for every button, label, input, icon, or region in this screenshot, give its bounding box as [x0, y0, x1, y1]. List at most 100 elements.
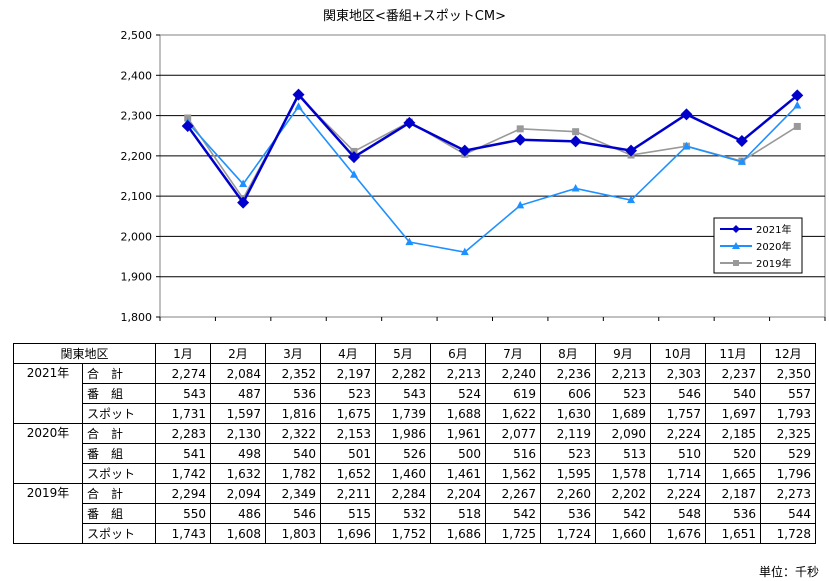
table-row: 2019年合 計 2,294 2,094 2,349 2,211 2,284 2,204 2,…	[13, 483, 816, 544]
data-point	[347, 151, 360, 164]
table-cell: 1,731	[155, 403, 211, 424]
table-cell: 500	[430, 443, 486, 464]
table-cell: 541	[155, 443, 211, 464]
data-point	[680, 108, 693, 121]
data-point	[239, 179, 248, 188]
table-cell: 536	[540, 503, 596, 524]
table-cell: 2,260	[540, 483, 596, 504]
month-header: 4月	[320, 343, 376, 364]
table-cell: 540	[705, 383, 761, 404]
table-cell: 2,325	[760, 423, 816, 444]
table-cell: 2,119	[540, 423, 596, 444]
table-cell: 2,090	[595, 423, 651, 444]
data-point	[571, 183, 580, 192]
y-tick-label: 2,000	[121, 230, 153, 243]
row-label: 番 組	[82, 443, 156, 464]
series-line-0	[186, 92, 799, 205]
table-cell: 543	[155, 383, 211, 404]
table-cell: 2,284	[375, 483, 431, 504]
data-point	[516, 125, 524, 133]
table-cell: 1,562	[485, 463, 541, 484]
legend-marker	[732, 225, 740, 233]
table-cell: 1,986	[375, 423, 431, 444]
table-row: 2021年合 計 2,274 2,084 2,352 2,197 2,282 2,213 2,…	[13, 363, 816, 424]
legend-label: 2020年	[756, 240, 791, 253]
table-cell: 548	[650, 503, 706, 524]
table-cell: 487	[210, 383, 266, 404]
month-header: 2月	[210, 343, 266, 364]
table-cell: 2,202	[595, 483, 651, 504]
y-tick-label: 1,900	[121, 271, 153, 284]
table-cell: 2,211	[320, 483, 376, 504]
table-cell: 540	[265, 443, 321, 464]
row-label: 番 組	[82, 503, 156, 524]
data-point	[569, 135, 582, 148]
data-point	[682, 141, 691, 150]
table-cell: 1,578	[595, 463, 651, 484]
month-header: 5月	[375, 343, 431, 364]
row-label: スポット	[82, 403, 156, 424]
data-point	[627, 195, 636, 204]
data-point	[349, 170, 358, 178]
table-cell: 510	[650, 443, 706, 464]
table-cell: 1,652	[320, 463, 376, 484]
line-chart: 1,800 1,900 2,000 2,100 2,200 2,300 2,400 2,500…	[121, 29, 826, 324]
data-point	[793, 101, 802, 109]
table-cell: 2,204	[430, 483, 486, 504]
table-row: 2020年合 計 2,283 2,130 2,322 2,153 1,986 1,961 2,…	[13, 423, 816, 484]
row-label: 合 計	[82, 423, 156, 444]
data-point	[516, 200, 525, 209]
table-cell: 546	[650, 383, 706, 404]
month-header: 12月	[760, 343, 816, 364]
table-cell: 542	[595, 503, 651, 524]
table-cell: 486	[210, 503, 266, 524]
table-cell: 2,236	[540, 363, 596, 384]
data-point	[793, 122, 801, 130]
year-label: 2020年	[13, 423, 83, 484]
table-cell: 2,303	[650, 363, 706, 384]
table-cell: 2,350	[760, 363, 816, 384]
table-cell: 2,224	[650, 483, 706, 504]
table-cell: 2,283	[155, 423, 211, 444]
table-cell: 1,665	[705, 463, 761, 484]
table-cell: 1,622	[485, 403, 541, 424]
table-cell: 1,728	[760, 523, 816, 544]
table-cell: 1,608	[210, 523, 266, 544]
y-tick-label: 2,500	[121, 29, 153, 42]
table-row: スポット 1,731 1,597 1,816 1,675 1,739 1,688 1,622 1…	[14, 403, 816, 424]
table-cell: 526	[375, 443, 431, 464]
table-cell: 2,153	[320, 423, 376, 444]
table-cell: 536	[265, 383, 321, 404]
data-point	[460, 247, 469, 256]
table-cell: 1,460	[375, 463, 431, 484]
table-cell: 544	[760, 503, 816, 524]
table-cell: 2,352	[265, 363, 321, 384]
table-cell: 1,630	[540, 403, 596, 424]
table-cell: 529	[760, 443, 816, 464]
table-cell: 1,793	[760, 403, 816, 424]
table-cell: 2,094	[210, 483, 266, 504]
month-header: 9月	[595, 343, 651, 364]
table-cell: 520	[705, 443, 761, 464]
table-cell: 1,782	[265, 463, 321, 484]
table-corner-label: 関東地区	[13, 343, 156, 364]
table-cell: 619	[485, 383, 541, 404]
legend-marker	[732, 242, 740, 249]
data-point	[735, 134, 748, 147]
table-cell: 2,273	[760, 483, 816, 504]
table-cell: 2,240	[485, 363, 541, 384]
table-cell: 546	[265, 503, 321, 524]
table-cell: 1,696	[320, 523, 376, 544]
data-point	[791, 89, 804, 102]
table-cell: 2,267	[485, 483, 541, 504]
plot-area	[159, 34, 826, 318]
table-cell: 1,689	[595, 403, 651, 424]
month-header: 7月	[485, 343, 541, 364]
table-cell: 2,185	[705, 423, 761, 444]
series-line-1	[187, 104, 798, 253]
data-point	[572, 128, 580, 136]
table-row: スポット 1,742 1,632 1,782 1,652 1,460 1,461 1,562 1…	[14, 463, 816, 484]
month-header: 8月	[540, 343, 596, 364]
data-point	[294, 102, 303, 110]
table-cell: 2,282	[375, 363, 431, 384]
